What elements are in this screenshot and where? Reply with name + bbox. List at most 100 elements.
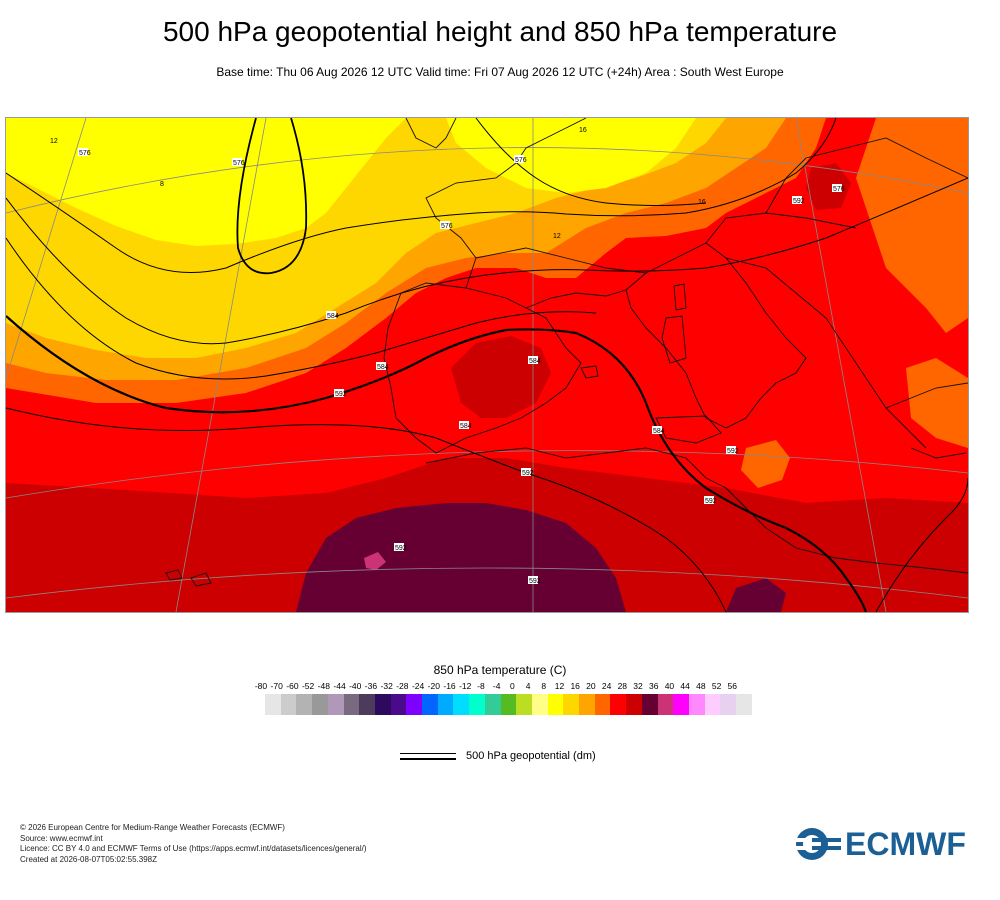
legend-swatch <box>453 694 470 715</box>
legend-ticks: -80 -70 -60 -52 -48 -44 -40 -36 -32 -28 -24 -20 -16-… <box>236 681 776 693</box>
contour-label: 584 <box>529 358 541 365</box>
legend-swatch <box>516 694 532 715</box>
footer-licence: Licence: CC BY 4.0 and ECMWF Terms of Us… <box>20 844 367 853</box>
contour-label-group: 576 576 576 576 576 584 584 584 584 584 … <box>50 127 845 585</box>
legend-tick-label: 52 <box>711 681 722 691</box>
legend-tick-label: -70 <box>270 681 283 691</box>
legend-swatch <box>469 694 485 715</box>
legend-swatch <box>547 694 564 715</box>
legend-swatch <box>390 694 407 715</box>
label-bg <box>376 362 386 370</box>
legend-swatch <box>406 694 423 715</box>
legend-swatch <box>673 694 689 715</box>
contour-label: 592 <box>705 498 717 505</box>
legend-title: 850 hPa temperature (C) <box>433 663 567 677</box>
contour-label: 576 <box>515 157 527 164</box>
contour-label: 592 <box>335 391 347 398</box>
legend-tick-label: -80 <box>254 681 268 691</box>
france-coast <box>425 118 587 289</box>
contour-592-b <box>6 407 727 612</box>
legend-swatch <box>579 694 595 715</box>
legend-color-bar <box>265 694 752 715</box>
legend-swatch <box>437 694 454 715</box>
legend-tick-label: -40 <box>349 681 362 691</box>
contour-592 <box>6 315 868 612</box>
label-bg <box>704 496 714 504</box>
legend-swatch <box>563 694 580 715</box>
legend-tick-label: -44 <box>333 681 346 691</box>
forecast-map: 576 576 576 576 576 584 584 584 584 584 … <box>5 117 969 613</box>
sicily-coast <box>655 415 722 444</box>
contour-label: 576 <box>833 186 845 193</box>
legend-tick-label: 16 <box>570 681 580 691</box>
label-bg <box>528 356 538 364</box>
legend-swatch <box>657 694 674 715</box>
legend-tick-label: 32 <box>633 681 643 691</box>
legend-tick-label: -4 <box>492 681 501 691</box>
legend-tick-label: -28 <box>396 681 409 691</box>
legend-swatch <box>736 694 752 715</box>
contour-584-a <box>6 177 968 345</box>
forecast-map-svg: 576 576 576 576 576 584 584 584 584 584 … <box>6 118 968 612</box>
contour-576-a <box>6 118 837 273</box>
contour-label: 584 <box>327 313 339 320</box>
legend-swatch <box>500 694 517 715</box>
legend-tick-label: 20 <box>586 681 596 691</box>
canary-coast <box>165 569 212 587</box>
iberia-coast <box>383 282 582 454</box>
greece-coast <box>885 382 968 459</box>
legend-tick-label: -8 <box>477 681 485 691</box>
contour-label: 592 <box>727 448 739 455</box>
label-bg <box>78 148 88 156</box>
legend-swatch <box>720 694 737 715</box>
border-line <box>475 137 968 274</box>
temperature-label: 16 <box>698 199 706 206</box>
ecmwf-logo[interactable]: ECMWF <box>795 826 966 862</box>
label-bg <box>440 221 450 229</box>
temperature-label: 16 <box>579 127 587 134</box>
band-20-24-greece <box>906 358 968 448</box>
band-20-24-sicily <box>741 440 790 488</box>
label-bg <box>832 184 842 192</box>
legend-swatch <box>296 694 313 715</box>
contour-label: 592 <box>529 578 541 585</box>
legend-swatch <box>343 694 360 715</box>
contour-label: 576 <box>441 223 453 230</box>
temperature-label: 12 <box>50 138 58 145</box>
label-bg <box>726 446 736 454</box>
contour-label: 576 <box>79 150 91 157</box>
legend-tick-label: 28 <box>617 681 628 691</box>
legend-tick-label: 4 <box>525 681 531 691</box>
legend-swatch <box>688 694 705 715</box>
label-bg <box>652 426 662 434</box>
temperature-shading <box>6 118 968 612</box>
legend-swatch <box>594 694 611 715</box>
label-bg <box>792 196 802 204</box>
footer-source: Source: www.ecmwf.int <box>20 833 103 843</box>
legend-swatch <box>484 694 501 715</box>
sardinia-coast <box>661 315 687 364</box>
adriatic-coast <box>725 257 927 449</box>
map-title: 500 hPa geopotential height and 850 hPa … <box>162 16 838 47</box>
legend-swatch <box>704 694 721 715</box>
band-28-32-balkans <box>806 163 851 210</box>
legend-swatch <box>610 694 627 715</box>
legend-tick-label: 0 <box>509 681 515 691</box>
geopotential-contours <box>6 118 968 612</box>
footer-created: Created at 2026-08-07T05:02:55.398Z <box>20 854 157 864</box>
geopotential-line-swatch <box>400 752 456 760</box>
contour-label: 584 <box>460 423 472 430</box>
contour-label: 584 <box>653 428 665 435</box>
contour-584-b <box>6 237 597 380</box>
legend-tick-label: -20 <box>427 681 440 691</box>
label-bg <box>394 543 404 551</box>
legend-tick-label: -32 <box>380 681 393 691</box>
graticule <box>6 118 968 612</box>
band-28-32-iberia <box>451 336 551 418</box>
legend-tick-label: -52 <box>301 681 315 691</box>
legend-tick-label: 40 <box>664 681 675 691</box>
legend-tick-label: 12 <box>554 681 565 691</box>
legend-tick-label: -60 <box>286 681 299 691</box>
legend-tick-label: 8 <box>541 681 547 691</box>
temperature-label: 8 <box>160 181 164 188</box>
